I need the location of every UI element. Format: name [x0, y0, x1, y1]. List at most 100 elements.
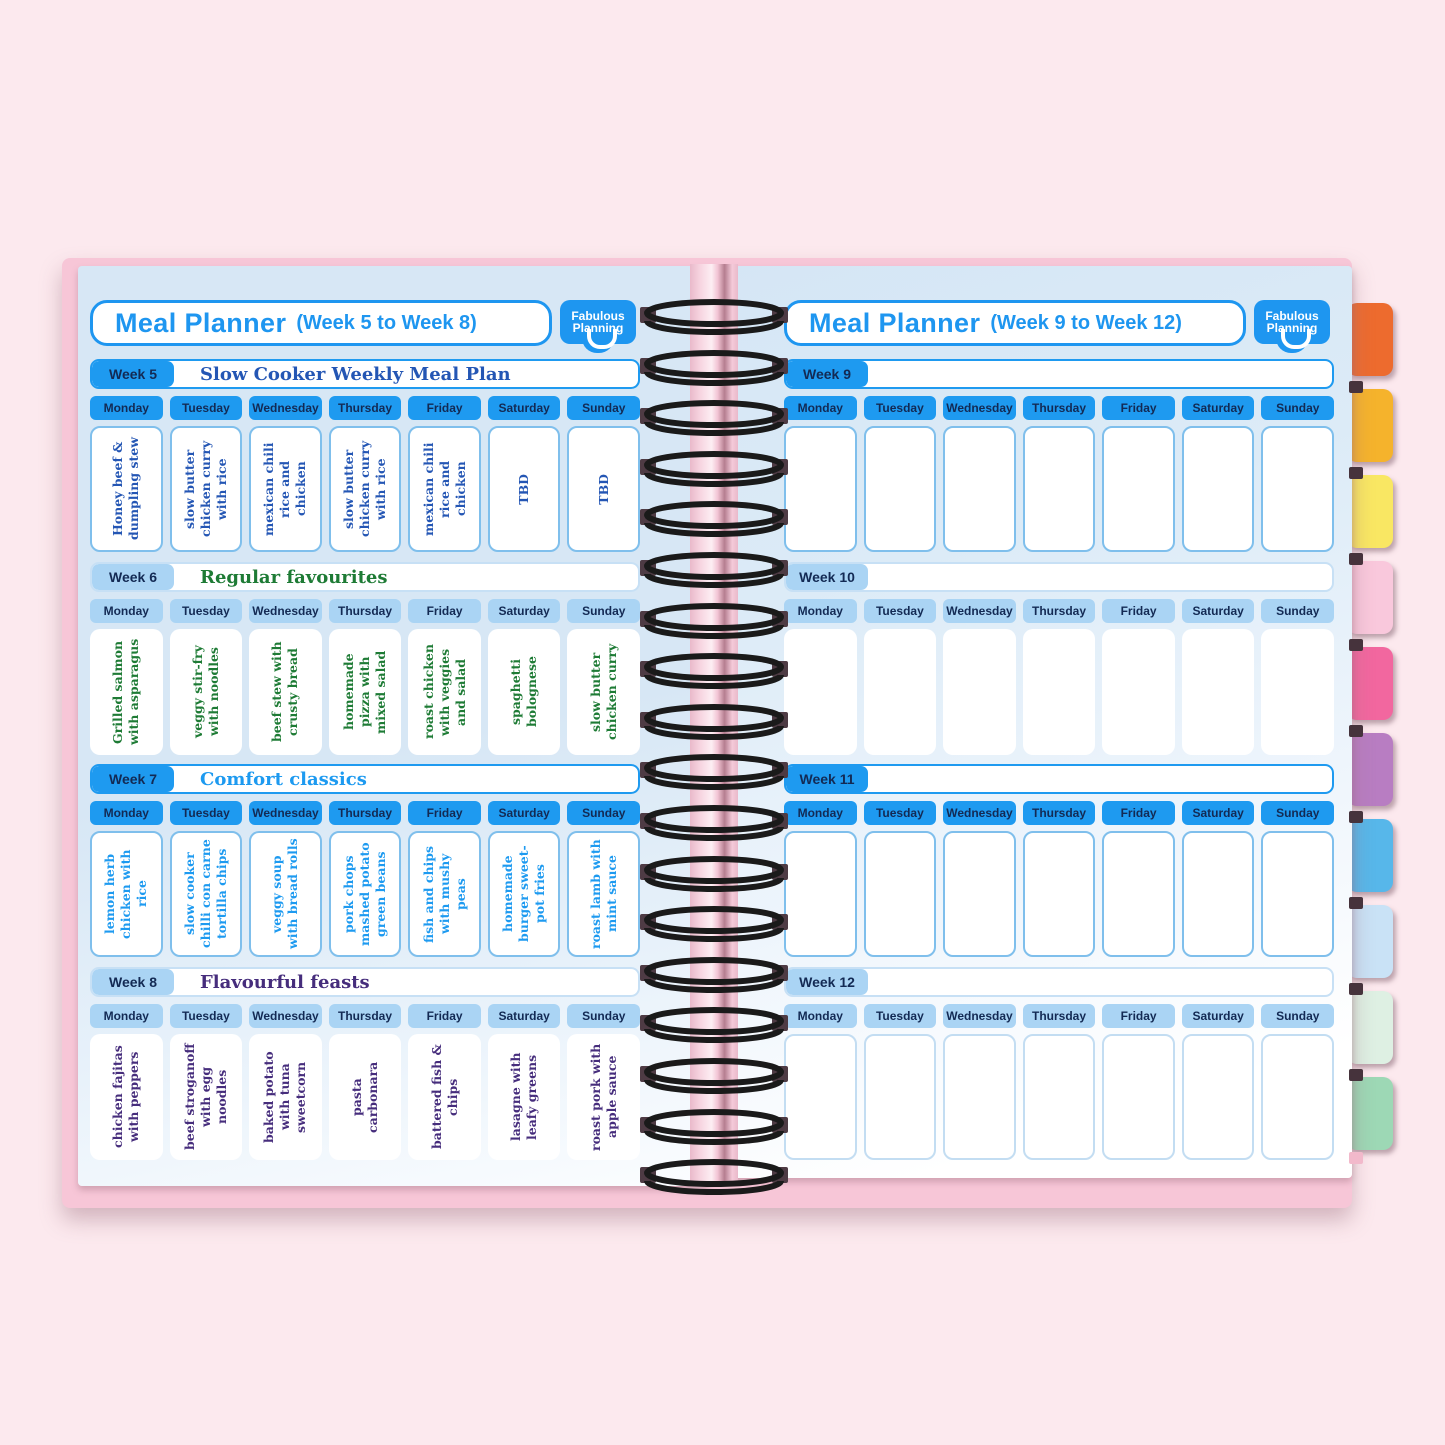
week-label: Week 11	[786, 766, 868, 792]
day-header-row: Monday Tuesday Wednesday Thursday Friday Satu…	[90, 801, 641, 825]
day-header-row: Monday Tuesday Wednesday Thursday Friday Satu…	[784, 396, 1335, 420]
meal-cell: homemade pizza with mixed salad	[328, 629, 402, 755]
logo-word-top: Fabulous	[1265, 308, 1319, 323]
meal-cell: Honey beef & dumpling stew	[90, 426, 163, 552]
page-right-header: Meal Planner (Week 9 to Week 12) Fabulou…	[784, 300, 1330, 353]
tab-amber	[1347, 389, 1393, 462]
spine-gutter	[690, 264, 738, 1186]
meal-cell	[1102, 426, 1175, 552]
day-header: Wednesday	[943, 599, 1016, 623]
page-title-range: (Week 5 to Week 8)	[296, 311, 477, 334]
meal-cell	[784, 629, 857, 755]
weeks-container-left: Week 5 Slow Cooker Weekly Meal Plan Monday…	[78, 266, 710, 1186]
day-header: Friday	[1102, 599, 1175, 623]
meal-cell: TBD	[567, 426, 641, 552]
meal-cell	[1102, 831, 1175, 957]
tab-root-mark	[1349, 897, 1363, 909]
week-theme-title: Comfort classics	[200, 768, 367, 790]
week-section-week-12: Week 12 Monday Tuesday Wednesday Thursday Fri…	[784, 967, 1335, 1160]
tab-root-mark	[1349, 381, 1363, 393]
meal-text: slow cooker chilli con carne tortilla ch…	[181, 839, 229, 949]
day-header: Friday	[1102, 801, 1175, 825]
tab-pale-green	[1347, 991, 1393, 1064]
meal-cell: veggy stir-fry with noodles	[169, 629, 243, 755]
day-header: Sunday	[1261, 396, 1335, 420]
meal-cell	[784, 1034, 857, 1160]
week-header-row: Week 8 Flavourful feasts	[90, 967, 640, 997]
day-header: Wednesday	[249, 599, 322, 623]
tab-root-mark	[1349, 811, 1363, 823]
day-header: Saturday	[1181, 1004, 1255, 1028]
week-header-row: Week 6 Regular favourites	[90, 562, 640, 592]
meal-cell: lasagne with leafy greens	[487, 1034, 561, 1160]
meal-cell	[784, 426, 857, 552]
meal-cell: roast lamb with mint sauce	[567, 831, 641, 957]
day-header: Friday	[408, 599, 481, 623]
tab-pale-blue	[1347, 905, 1393, 978]
week-theme-title: Regular favourites	[200, 566, 388, 588]
meal-text: Grilled salmon with asparagus	[110, 638, 142, 746]
meal-cell	[1022, 1034, 1096, 1160]
day-header: Wednesday	[249, 1004, 322, 1028]
day-header: Monday	[90, 396, 163, 420]
tab-yellow	[1347, 475, 1393, 548]
day-header: Sunday	[567, 599, 641, 623]
meal-cells-row: Grilled salmon with asparagus veggy stir-…	[90, 629, 641, 755]
meal-text: homemade pizza with mixed salad	[341, 650, 389, 734]
week-section-week-5: Week 5 Slow Cooker Weekly Meal Plan Monday…	[90, 359, 641, 552]
meal-text: homemade burger sweet-pot fries	[500, 845, 548, 943]
tab-blue	[1347, 819, 1393, 892]
day-header: Wednesday	[943, 396, 1016, 420]
meal-cell: lemon herb chicken with rice	[90, 831, 163, 957]
day-header: Tuesday	[169, 599, 243, 623]
meal-cell	[943, 629, 1016, 755]
day-header: Tuesday	[169, 801, 243, 825]
week-section-week-8: Week 8 Flavourful feasts Monday Tuesday Wedn…	[90, 967, 641, 1160]
logo-word-top: Fabulous	[571, 308, 625, 323]
tab-purple	[1347, 733, 1393, 806]
day-header: Sunday	[1261, 801, 1335, 825]
page-left: Meal Planner (Week 5 to Week 8) Fabulous…	[78, 266, 710, 1186]
week-label: Week 9	[786, 361, 868, 387]
day-header: Sunday	[567, 1004, 641, 1028]
day-header: Thursday	[1022, 396, 1096, 420]
tab-root-mark	[1349, 725, 1363, 737]
day-header: Monday	[784, 396, 857, 420]
day-header: Monday	[784, 1004, 857, 1028]
meal-cell	[943, 426, 1016, 552]
meal-cell: slow butter chicken curry with rice	[169, 426, 243, 552]
meal-cells-row: Honey beef & dumpling stew slow butter ch…	[90, 426, 641, 552]
day-header: Thursday	[328, 801, 402, 825]
week-section-week-6: Week 6 Regular favourites Monday Tuesday Wed…	[90, 562, 641, 755]
day-header-row: Monday Tuesday Wednesday Thursday Friday Satu…	[784, 599, 1335, 623]
meal-cell	[1261, 831, 1335, 957]
meal-cell	[1022, 831, 1096, 957]
meal-cells-row	[784, 1034, 1335, 1160]
day-header: Saturday	[487, 599, 561, 623]
page-left-header: Meal Planner (Week 5 to Week 8) Fabulous…	[90, 300, 636, 353]
meal-cell: slow cooker chilli con carne tortilla ch…	[169, 831, 243, 957]
meal-text: slow butter chicken curry with rice	[181, 440, 229, 538]
meal-cell	[1022, 426, 1096, 552]
meal-cell	[863, 629, 937, 755]
meal-text: slow butter chicken curry with rice	[341, 440, 389, 538]
day-header: Thursday	[328, 396, 402, 420]
meal-cell: slow butter chicken curry	[567, 629, 641, 755]
day-header: Saturday	[487, 1004, 561, 1028]
day-header-row: Monday Tuesday Wednesday Thursday Friday Satu…	[784, 1004, 1335, 1028]
tab-root-mark	[1349, 983, 1363, 995]
day-header-row: Monday Tuesday Wednesday Thursday Friday Satu…	[90, 396, 641, 420]
week-label: Week 6	[92, 564, 174, 590]
meal-cell	[1102, 629, 1175, 755]
tab-root-mark	[1349, 639, 1363, 651]
meal-text: slow butter chicken curry	[587, 643, 619, 741]
day-header: Thursday	[1022, 801, 1096, 825]
day-header: Monday	[784, 801, 857, 825]
week-label: Week 10	[786, 564, 868, 590]
day-header: Tuesday	[863, 396, 937, 420]
week-header-row: Week 12	[784, 967, 1334, 997]
meal-cell	[863, 1034, 937, 1160]
meal-cell: Grilled salmon with asparagus	[90, 629, 163, 755]
meal-text: pork chops mashed potato green beans	[341, 842, 389, 946]
day-header: Friday	[1102, 396, 1175, 420]
